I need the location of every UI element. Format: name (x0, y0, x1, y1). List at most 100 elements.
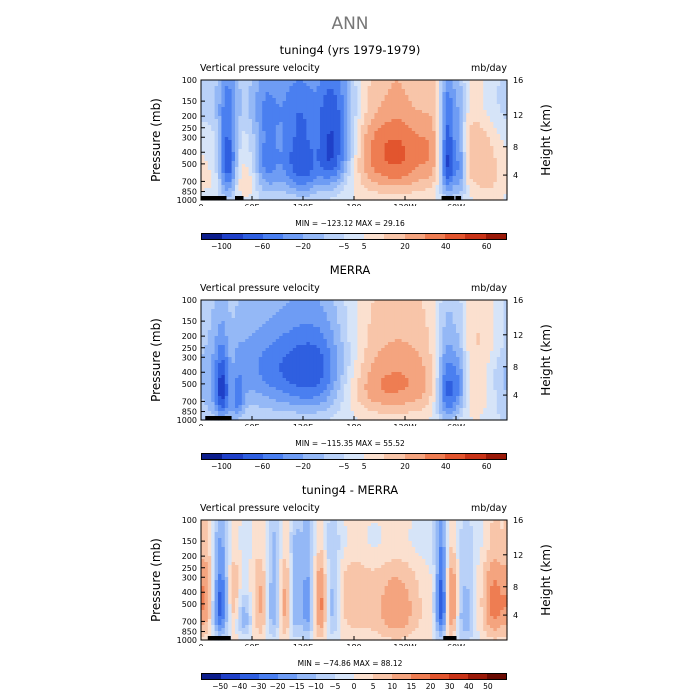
contour-cell (394, 176, 399, 180)
contour-cell (299, 176, 304, 180)
contour-cell (422, 116, 426, 120)
contour-cell (238, 98, 243, 102)
contour-cell (343, 116, 348, 120)
contour-cell (371, 143, 375, 147)
contour-cell (483, 149, 488, 153)
contour-cell (252, 92, 256, 96)
contour-cell (340, 119, 345, 123)
contour-cell (343, 161, 348, 165)
contour-cell (469, 300, 474, 304)
contour-cell (306, 143, 311, 147)
contour-cell (357, 152, 362, 156)
contour-cell (292, 155, 297, 159)
contour-cell (452, 128, 457, 132)
contour-cell (252, 137, 256, 141)
contour-cell (374, 327, 379, 331)
contour-cell (415, 312, 420, 316)
contour-cell (306, 312, 311, 316)
contour-cell (309, 119, 314, 123)
contour-cell (466, 125, 471, 129)
contour-cell (211, 119, 216, 123)
contour-cell (204, 167, 209, 171)
contour-cell (469, 95, 474, 99)
contour-cell (309, 330, 314, 334)
contour-cell (439, 176, 443, 180)
contour-cell (377, 149, 382, 153)
contour-cell (282, 194, 287, 198)
contour-cell (262, 128, 267, 132)
contour-cell (435, 128, 440, 132)
contour-cell (272, 179, 277, 183)
contour-cell (255, 161, 260, 165)
contour-cell (333, 95, 338, 99)
contour-cell (428, 170, 433, 174)
contour-cell (367, 170, 372, 174)
contour-cell (466, 327, 471, 331)
contour-cell (405, 194, 409, 198)
contour-cell (364, 158, 369, 162)
contour-cell (204, 182, 209, 186)
contour-cell (442, 167, 447, 171)
contour-cell (462, 182, 467, 186)
contour-cell (449, 324, 454, 328)
contour-cell (214, 104, 219, 108)
contour-cell (483, 336, 488, 340)
contour-cell (350, 155, 355, 159)
contour-cell (405, 110, 409, 114)
contour-cell (428, 179, 433, 183)
contour-cell (473, 92, 477, 96)
contour-cell (398, 327, 403, 331)
contour-cell (367, 122, 372, 126)
contour-cell (245, 185, 250, 189)
contour-cell (207, 146, 212, 150)
contour-cell (201, 125, 205, 129)
contour-cell (224, 131, 229, 135)
contour-cell (391, 303, 396, 307)
contour-cell (337, 339, 341, 343)
contour-cell (306, 306, 311, 310)
contour-cell (452, 306, 457, 310)
contour-cell (269, 131, 273, 135)
contour-cell (228, 116, 233, 120)
contour-cell (238, 303, 243, 307)
contour-cell (394, 152, 399, 156)
contour-cell (207, 80, 212, 84)
contour-cell (275, 125, 280, 129)
contour-cell (479, 303, 484, 307)
contour-cell (466, 188, 471, 192)
contour-cell (496, 92, 501, 96)
contour-cell (218, 303, 222, 307)
contour-cell (340, 182, 345, 186)
contour-cell (394, 185, 399, 189)
contour-cell (394, 336, 399, 340)
contour-cell (279, 122, 284, 126)
contour-cell (364, 300, 369, 304)
contour-cell (320, 197, 324, 201)
contour-cell (337, 140, 341, 144)
contour-cell (303, 324, 307, 328)
contour-cell (459, 336, 464, 340)
contour-cell (483, 191, 488, 195)
contour-cell (269, 146, 273, 150)
contour-cell (231, 197, 236, 201)
contour-cell (469, 113, 474, 117)
contour-cell (252, 125, 256, 129)
contour-cell (330, 140, 335, 144)
contour-cell (479, 176, 484, 180)
contour-cell (221, 170, 226, 174)
contour-cell (360, 185, 365, 189)
contour-cell (248, 95, 253, 99)
contour-cell (231, 101, 236, 105)
contour-cell (309, 107, 314, 111)
contour-cell (214, 176, 219, 180)
contour-cell (316, 158, 321, 162)
contour-cell (377, 95, 382, 99)
contour-cell (371, 110, 375, 114)
contour-cell (473, 83, 477, 87)
contour-cell (401, 137, 406, 141)
contour-cell (221, 83, 226, 87)
contour-cell (445, 143, 450, 147)
contour-cell (224, 306, 229, 310)
contour-cell (340, 158, 345, 162)
contour-cell (483, 134, 488, 138)
